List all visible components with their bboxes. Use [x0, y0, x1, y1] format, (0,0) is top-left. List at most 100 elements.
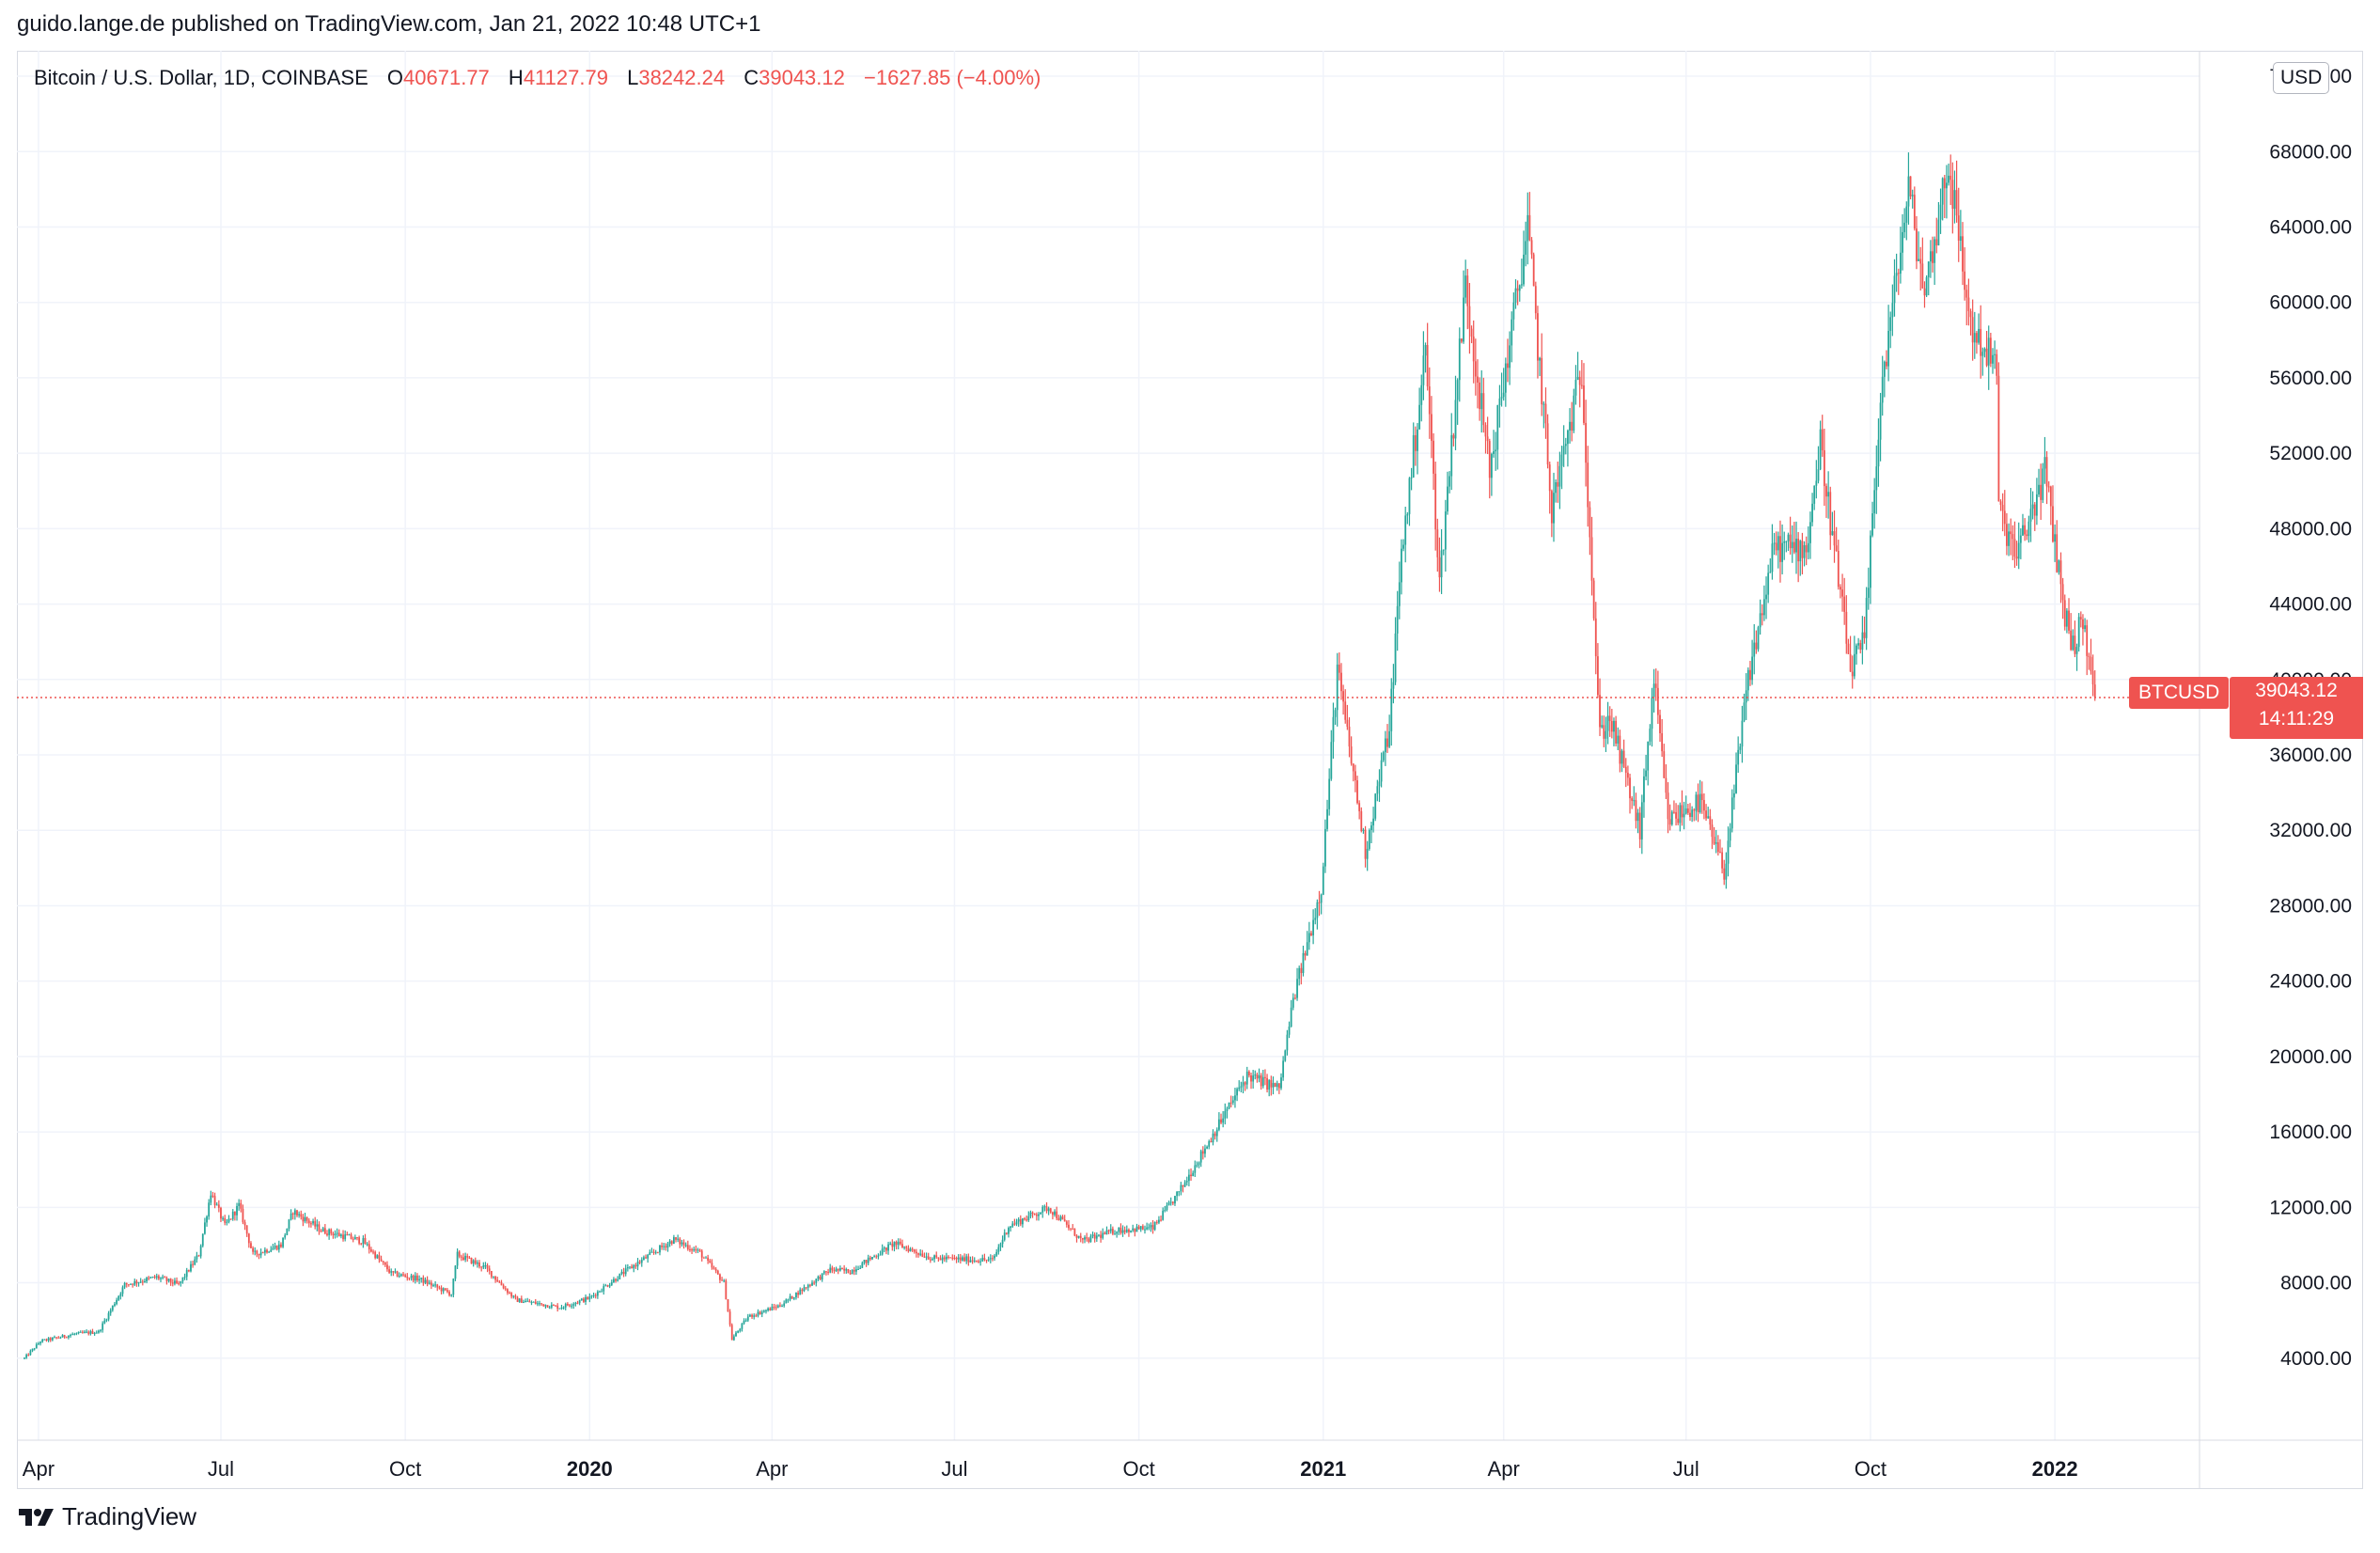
- candle-body: [1825, 486, 1827, 497]
- candle-body: [314, 1221, 317, 1227]
- candle-body: [1983, 348, 1986, 353]
- candle-body: [691, 1249, 693, 1251]
- candle-body: [1735, 764, 1737, 793]
- candle-body: [1056, 1211, 1058, 1218]
- candle-body: [277, 1244, 280, 1250]
- candle-body: [192, 1263, 195, 1265]
- candle-body: [1288, 1026, 1291, 1035]
- candle-body: [1316, 902, 1319, 918]
- candle-body: [199, 1246, 202, 1257]
- candle-body: [1382, 752, 1385, 761]
- candle-body: [845, 1269, 848, 1271]
- candle-body: [1340, 672, 1342, 692]
- candle-body: [462, 1257, 464, 1261]
- candle-body: [789, 1295, 791, 1300]
- candle-body: [1384, 738, 1386, 753]
- candle-body: [1167, 1202, 1170, 1206]
- candle-body: [967, 1256, 970, 1263]
- candle-body: [1663, 751, 1666, 778]
- candle-body: [105, 1319, 108, 1321]
- candle-body: [1488, 441, 1491, 478]
- candle-body: [378, 1255, 381, 1260]
- candle-body: [1418, 404, 1421, 430]
- candle-body: [739, 1328, 742, 1331]
- candle-body: [1426, 345, 1429, 387]
- candle-body: [1468, 306, 1471, 329]
- currency-button[interactable]: USD: [2273, 62, 2330, 94]
- candle-body: [1686, 808, 1689, 813]
- candle-body: [831, 1267, 834, 1271]
- candle-body: [213, 1196, 216, 1205]
- candle-body: [480, 1266, 483, 1268]
- candle-body: [245, 1225, 248, 1234]
- candle-body: [41, 1340, 44, 1342]
- candle-body: [725, 1280, 728, 1300]
- candle-body: [604, 1285, 607, 1287]
- candle-body: [1953, 190, 1956, 210]
- candle-body: [1511, 319, 1513, 346]
- candle-body: [1222, 1118, 1225, 1123]
- candle-body: [63, 1335, 66, 1338]
- time-tick-label: 2021: [1300, 1457, 1346, 1481]
- candle-body: [617, 1278, 619, 1281]
- candle-body: [2088, 655, 2090, 657]
- candle-body: [1587, 463, 1589, 508]
- candle-body: [1151, 1225, 1154, 1230]
- candle-body: [352, 1238, 354, 1240]
- candle-body: [594, 1294, 597, 1296]
- time-tick-label: Apr: [23, 1457, 55, 1481]
- candle-body: [1352, 763, 1354, 772]
- candle-body: [1454, 400, 1457, 439]
- candle-body: [250, 1243, 252, 1248]
- candle-body: [1751, 656, 1753, 681]
- footer-brand[interactable]: TradingView: [17, 1502, 196, 1531]
- candle-body: [1095, 1235, 1098, 1239]
- candle-body: [1987, 337, 1990, 366]
- candle-body: [1670, 811, 1673, 825]
- candle-body: [396, 1271, 399, 1277]
- candle-body: [266, 1249, 268, 1253]
- candle-body: [155, 1276, 158, 1278]
- candle-body: [1178, 1191, 1181, 1193]
- candle-body: [1615, 720, 1617, 744]
- candle-body: [162, 1277, 164, 1278]
- candle-body: [757, 1311, 759, 1316]
- candle-body: [1705, 810, 1707, 819]
- candle-body: [100, 1329, 102, 1331]
- candle-body: [509, 1293, 510, 1294]
- candle-body: [1310, 933, 1312, 936]
- candle-body: [1542, 403, 1545, 405]
- candle-body: [1673, 811, 1675, 813]
- candle-body: [424, 1279, 427, 1283]
- candle-body: [1114, 1233, 1116, 1235]
- candle-body: [919, 1253, 922, 1255]
- candle-body: [1567, 430, 1569, 445]
- candle-body: [1695, 794, 1698, 811]
- candle-body: [1636, 812, 1639, 822]
- candle-body: [386, 1264, 388, 1270]
- candle-body: [388, 1269, 390, 1273]
- candle-body: [1762, 599, 1765, 616]
- candle-body: [512, 1295, 515, 1297]
- candle-body: [1689, 812, 1691, 818]
- candle-body: [1652, 683, 1655, 698]
- candle-body: [2090, 656, 2092, 671]
- candle-body: [510, 1293, 513, 1297]
- candle-body: [1065, 1221, 1068, 1225]
- candle-body: [484, 1264, 487, 1266]
- candle-body: [1077, 1235, 1080, 1238]
- candle-body: [268, 1251, 271, 1253]
- candle-body: [945, 1256, 947, 1260]
- candle-body: [2001, 505, 2004, 511]
- candle-body: [1943, 178, 1946, 189]
- candle-body: [1757, 627, 1760, 650]
- candle-body: [516, 1297, 519, 1302]
- candle-body: [1871, 513, 1873, 536]
- candle-body: [1902, 231, 1903, 253]
- candle-body: [1813, 485, 1816, 504]
- candle-body: [272, 1247, 274, 1250]
- price-tick-label: 28000.00: [2269, 895, 2352, 917]
- candle-body: [929, 1259, 932, 1261]
- candle-body: [1498, 398, 1501, 406]
- candlestick-chart[interactable]: 4000.00 8000.00 12000.00 16000.00 20000.00 24…: [17, 51, 2363, 1489]
